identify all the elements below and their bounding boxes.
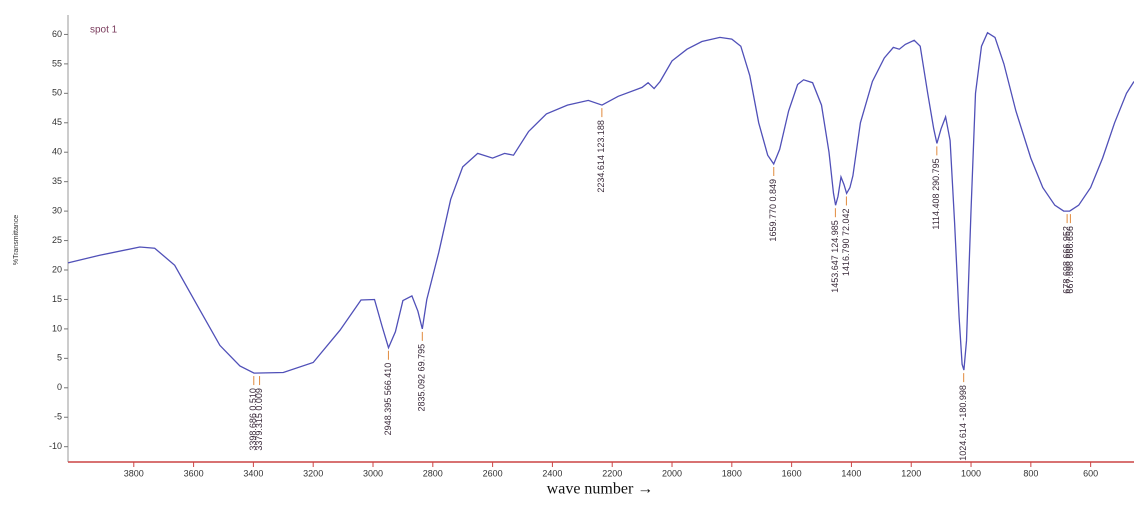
peak-label: 3379.315 0.009 — [254, 388, 264, 451]
y-tick-label: 35 — [52, 176, 62, 186]
y-tick-label: -10 — [49, 441, 62, 451]
y-tick-label: 0 — [57, 382, 62, 392]
peak-label: 2835.092 69.795 — [417, 344, 427, 412]
x-tick-label: 2400 — [542, 468, 562, 478]
x-tick-label: 1400 — [841, 468, 861, 478]
y-tick-label: 40 — [52, 147, 62, 157]
x-axis-label: wave number → — [547, 481, 654, 498]
x-tick-label: 1000 — [961, 468, 981, 478]
peak-label: 1659.770 0.849 — [768, 179, 778, 242]
y-tick-label: 30 — [52, 205, 62, 215]
peak-label: 667.698 666.656 — [1065, 226, 1075, 294]
x-tick-label: 800 — [1023, 468, 1038, 478]
y-tick-label: 45 — [52, 117, 62, 127]
x-tick-label: 3000 — [363, 468, 383, 478]
y-tick-label: 20 — [52, 264, 62, 274]
x-tick-label: 3800 — [124, 468, 144, 478]
peak-label: 678.698 666.952 — [1061, 226, 1071, 294]
spectrum-line — [67, 31, 1134, 374]
y-tick-label: 5 — [57, 353, 62, 363]
peak-label: 2234.614 123.188 — [596, 120, 606, 193]
y-tick-label: 15 — [52, 294, 62, 304]
y-tick-label: 10 — [52, 323, 62, 333]
x-tick-label: 2200 — [602, 468, 622, 478]
x-tick-label: 2800 — [423, 468, 443, 478]
x-tick-label: 1800 — [722, 468, 742, 478]
y-tick-label: 55 — [52, 58, 62, 68]
x-tick-label: 1600 — [782, 468, 802, 478]
peak-label: 1453.647 124.985 — [830, 220, 840, 293]
y-tick-label: 60 — [52, 29, 62, 39]
y-tick-label: 25 — [52, 235, 62, 245]
chart-title: spot 1 — [90, 25, 118, 36]
x-tick-label: 3400 — [243, 468, 263, 478]
x-tick-label: 600 — [1083, 468, 1098, 478]
peak-label: 1114.408 290.795 — [931, 158, 941, 229]
peak-label: 2948.395 566.410 — [383, 363, 393, 436]
x-tick-label: 1200 — [901, 468, 921, 478]
x-tick-label: 2000 — [662, 468, 682, 478]
y-tick-label: 50 — [52, 88, 62, 98]
peak-label: 1024.614 -180.998 — [958, 385, 968, 461]
x-tick-label: 3200 — [303, 468, 323, 478]
y-axis-label: %Transmittance — [13, 215, 20, 265]
peak-label: 1416.790 72.042 — [841, 208, 851, 276]
y-tick-label: -5 — [54, 412, 62, 422]
x-tick-label: 2600 — [483, 468, 503, 478]
peak-label: 3398.686 0.510 — [248, 388, 258, 451]
x-tick-label: 3600 — [184, 468, 204, 478]
